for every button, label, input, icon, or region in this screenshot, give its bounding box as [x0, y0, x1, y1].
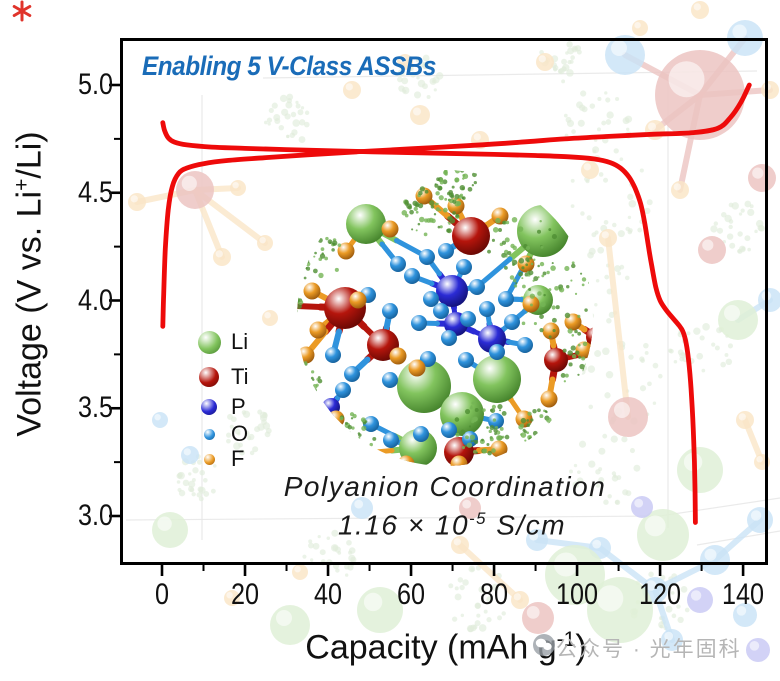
y-axis-title-text: Voltage (V vs. Li [10, 190, 49, 437]
y-axis-title-superscript: + [10, 178, 34, 191]
legend-label-P: P [231, 394, 246, 419]
polyanion-structure-inset [297, 170, 593, 466]
legend-label-F: F [231, 446, 245, 471]
conductivity-value: 1.16 × 10 [337, 509, 470, 541]
x-axis-title-suffix: ) [575, 628, 587, 667]
f-atom-icon [203, 453, 215, 465]
x-axis-title-text: Capacity (mAh g [305, 628, 557, 667]
x-axis-title-superscript: -1 [556, 628, 576, 651]
legend-label-Li: Li [231, 329, 249, 354]
figure-headline: Enabling 5 V-Class ASSBs [142, 51, 436, 81]
conductivity-caption: 1.16 × 10-5 S/cm [338, 509, 566, 541]
plot-axes [109, 38, 768, 576]
y-tick-label: 4.0 [77, 283, 113, 317]
inset-caption: Polyanion Coordination [283, 471, 607, 502]
y-tick-label: 3.0 [77, 499, 113, 532]
x-tick-label: 140 [722, 578, 765, 611]
x-tick-label: 40 [313, 578, 343, 611]
x-tick-label: 20 [230, 578, 260, 611]
y-axis-title: Voltage (V vs. Li+/Li) [10, 131, 49, 436]
o-atom-icon [203, 428, 215, 440]
x-tick-label: 60 [397, 578, 426, 611]
wechat-official-account-icon [533, 634, 555, 656]
y-tick-label: 4.5 [77, 175, 113, 209]
red-sparkle-icon [12, 0, 32, 22]
y-tick-label: 3.5 [77, 391, 113, 425]
x-tick-label: 0 [154, 578, 170, 611]
x-axis-title: Capacity (mAh g-1) [305, 628, 586, 667]
x-tick-label: 120 [639, 578, 682, 611]
x-tick-label: 80 [480, 578, 509, 611]
conductivity-unit: S/cm [486, 509, 567, 541]
watermark-text: 公众号 · 光年固科 [556, 638, 742, 661]
ti-atom-icon [199, 367, 219, 387]
molecule-atoms [297, 187, 593, 466]
p-atom-icon [201, 399, 217, 415]
legend-label-O: O [231, 421, 249, 446]
legend-label-Ti: Ti [231, 364, 249, 389]
y-tick-label: 5.0 [77, 68, 113, 101]
x-tick-label: 100 [556, 578, 599, 611]
conductivity-exponent: -5 [469, 509, 487, 528]
li-atom-icon [197, 330, 221, 354]
discharge-curve [160, 120, 698, 525]
y-axis-title-suffix: /Li) [10, 131, 49, 179]
